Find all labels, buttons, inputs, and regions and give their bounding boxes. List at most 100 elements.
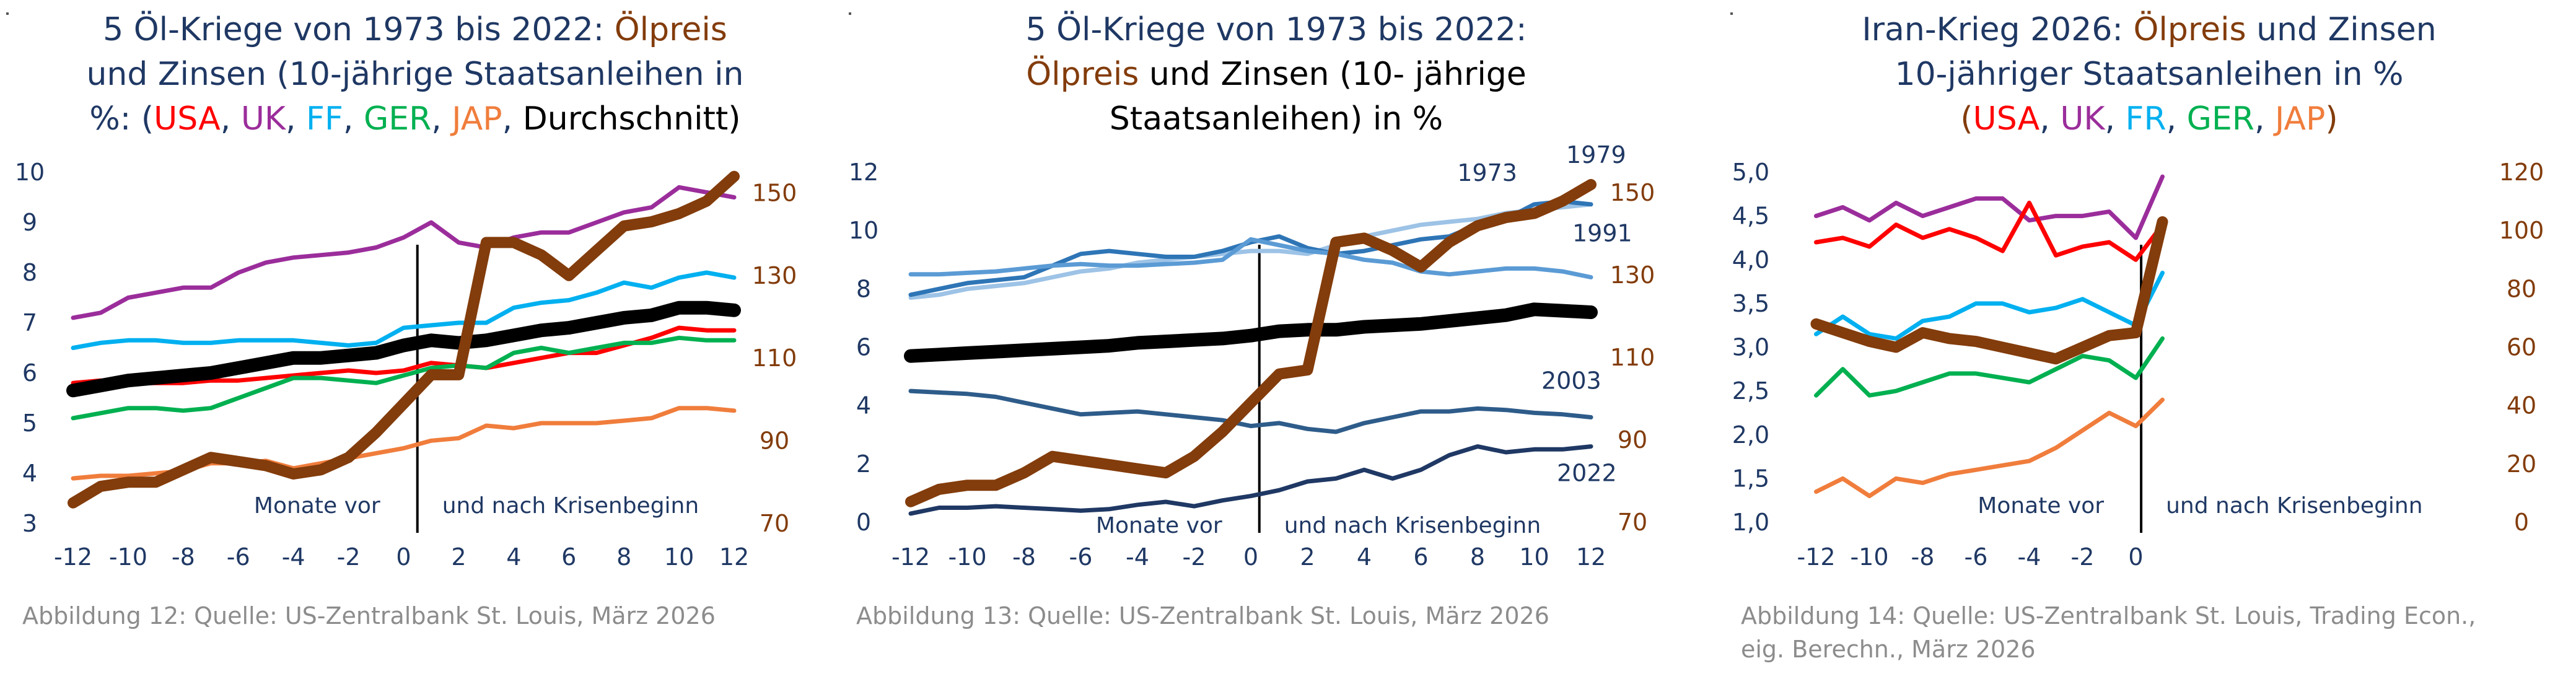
series-label-1973: 1973 [1457,159,1517,186]
x-tick-label: -10 [948,543,986,571]
chart-1-svg: 3 4 5 6 7 8 9 10 70 90 110 130 150 -12 -10 -8 -6 -4 -2 0 2 4 6… [15,159,797,571]
y-tick-label: 7 [22,309,37,336]
chart-3-svg: 1,0 1,5 2,0 2,5 3,0 3,5 4,0 4,5 5,0 0 20 40 60 80 100 1… [1732,159,2544,571]
title-1-oil: Ölpreis [614,11,727,48]
x-tick-label: 10 [664,543,694,571]
x-tick-label: 8 [1470,543,1485,571]
title-1-jap: JAP [452,100,502,138]
title-3-uk: UK [2060,100,2105,138]
y2-tick-label: 70 [1618,509,1647,536]
caption-2: Abbildung 13: Quelle: US-Zentralbank St.… [856,602,1549,629]
series-line-ger [1814,336,2165,398]
title-3-comma: , [2254,100,2275,138]
x-tick-label: -6 [1965,543,1988,571]
title-3-comma: , [2105,100,2126,138]
title-1-avg: Durchschnitt) [522,100,741,138]
title-1-ger: GER [363,100,432,138]
x-tick-label: 2 [451,543,466,571]
chart-panel-2: 5 Öl-Kriege von 1973 bis 2022: Ölpreis u… [843,0,1710,697]
annotation-before: Monate vor [1978,493,2104,519]
title-1-comma: , [502,100,523,138]
y2-tick-label: 0 [2514,509,2529,536]
y-tick-label: 3,0 [1732,334,1769,361]
series-line-durchschnitt [66,300,741,398]
chart-panel-3: Iran-Krieg 2026: Ölpreis und Zinsen 10-j… [1722,0,2576,697]
annotation-after: und nach Krisenbeginn [442,493,699,519]
title-2-line1: 5 Öl-Kriege von 1973 bis 2022: [1025,11,1527,48]
title-1-ff: FF [306,100,343,138]
x-tick-label: -8 [1911,543,1935,571]
x-tick-label: -4 [2018,543,2041,571]
y-tick-label: 8 [22,259,37,286]
y-tick-label: 10 [15,159,45,186]
caption-1: Abbildung 12: Quelle: US-Zentralbank St.… [22,602,716,629]
series-line--lpreis [1810,216,2168,365]
x-tick-label: 2 [1300,543,1315,571]
y2-tick-label: 70 [760,510,789,537]
series-line-uk [1814,174,2165,240]
series-line-ger [71,335,737,421]
x-tick-label: 0 [1243,543,1258,571]
series-line-2003 [908,388,1593,434]
title-2-line3: Staatsanleihen) in % [1109,100,1444,138]
title-1-line3-prefix: %: ( [89,100,154,138]
series-line-2022 [908,444,1593,516]
title-3-line1-end: und Zinsen [2246,11,2437,48]
title-3-ger: GER [2186,100,2254,138]
series-line-uk [71,185,737,320]
series-line-1973 [908,202,1593,300]
series-label-1991: 1991 [1572,220,1632,247]
title-3-open: ( [1960,100,1973,138]
y2-tick-label: 120 [2499,159,2544,186]
y2-tick-label: 150 [1610,179,1655,206]
y-tick-label: 2 [856,450,871,478]
title-1-uk: UK [240,100,286,138]
y-tick-label: 4,5 [1732,203,1769,230]
caption-3-line2: eig. Berechn., März 2026 [1741,636,2036,663]
x-tick-label: 0 [2128,543,2143,571]
series-line-usa [1814,200,2165,262]
x-tick-label: -12 [54,543,92,571]
x-tick-label: -4 [1126,543,1149,571]
y-tick-label: 12 [849,159,878,186]
title-3-close: ) [2325,100,2338,138]
title-1-comma: , [285,100,307,138]
x-tick-label: 4 [1357,543,1372,571]
y-tick-label: 5,0 [1732,159,1769,186]
title-2-oil: Ölpreis [1026,56,1139,93]
series-line-jap [71,406,737,481]
series-line-1991 [908,237,1593,279]
y-tick-label: 10 [849,217,878,244]
y-tick-label: 1,5 [1732,465,1769,492]
y-tick-label: 4 [856,392,871,419]
chart-2-svg: 0 2 4 6 8 10 12 70 90 110 130 150 -12 -10 -8 -6 -4 -2 0 2 4 6… [849,141,1655,571]
series-line--lpreis [905,178,1597,507]
x-tick-label: 4 [506,543,521,571]
y2-tick-label: 110 [752,344,797,372]
x-tick-label: 12 [1576,543,1606,571]
title-3-line2: 10-jähriger Staatsanleihen in % [1895,56,2404,93]
caption-3-line1: Abbildung 14: Quelle: US-Zentralbank St.… [1741,602,2476,629]
series-label-1979: 1979 [1566,141,1626,169]
y2-tick-label: 60 [2507,334,2536,361]
chart-title-3: Iran-Krieg 2026: Ölpreis und Zinsen 10-j… [1722,7,2576,141]
series-line--lpreis [68,170,740,509]
y2-tick-label: 130 [1610,261,1655,289]
x-tick-label: 8 [616,543,631,571]
title-3-comma: , [2039,100,2061,138]
y-tick-label: 6 [856,334,871,361]
annotation-after: und nach Krisenbeginn [2166,493,2422,519]
y-tick-label: 9 [22,209,37,236]
y-tick-label: 2,0 [1732,421,1769,449]
corner-dot [1730,12,1733,15]
x-tick-label: -10 [109,543,147,571]
title-2-line2: und Zinsen (10- jährige [1139,56,1527,93]
title-3-oil: Ölpreis [2133,11,2246,48]
y2-tick-label: 90 [1618,426,1647,454]
y-tick-label: 8 [856,275,871,302]
title-1-comma: , [431,100,452,138]
x-tick-label: -2 [337,543,361,571]
chart-panel-1: 5 Öl-Kriege von 1973 bis 2022: Ölpreis u… [0,0,830,697]
title-3-usa: USA [1973,100,2040,138]
x-tick-label: -2 [1183,543,1206,571]
